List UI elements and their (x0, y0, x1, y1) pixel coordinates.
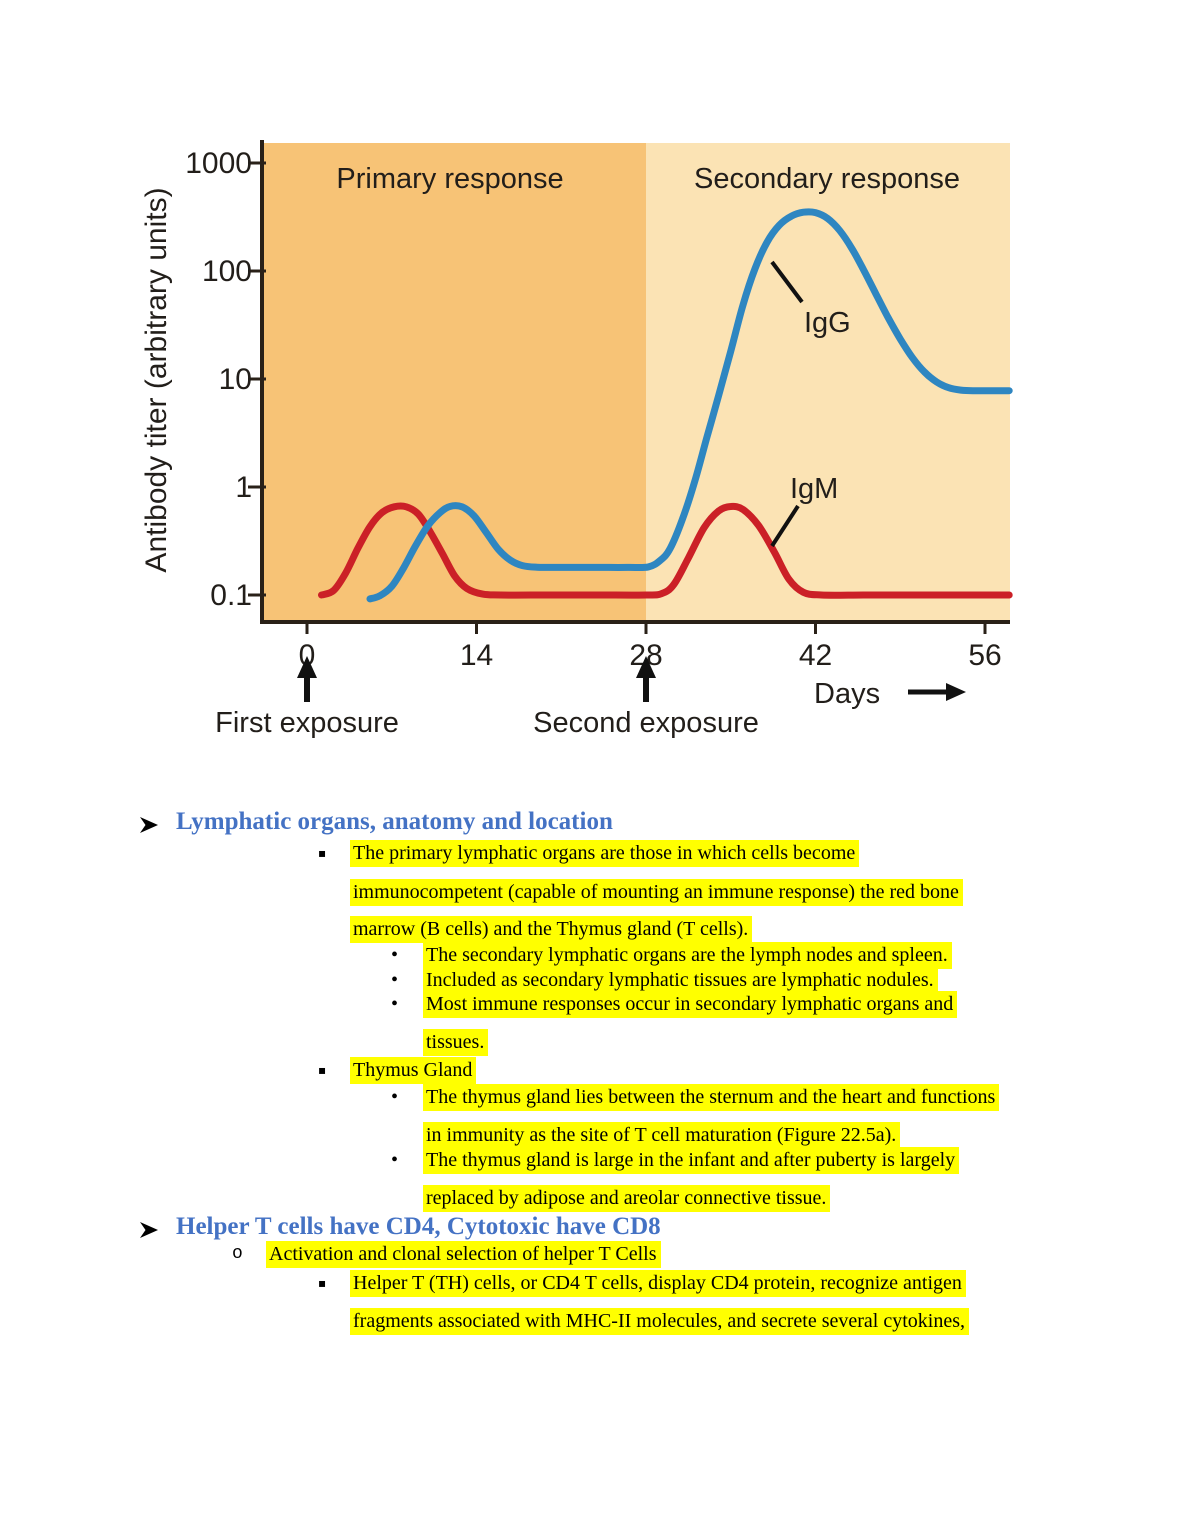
doc-line: • Included as secondary lymphatic tissue… (391, 967, 938, 994)
y-tick-label: 10 (219, 363, 252, 396)
y-tick-label: 100 (202, 255, 252, 288)
y-tick-label: 1000 (185, 147, 252, 180)
o-bullet-icon: o (232, 1244, 243, 1264)
doc-line: • The thymus gland is large in the infan… (391, 1147, 960, 1174)
square-bullet-icon: ▪ (318, 1063, 327, 1077)
days-axis-label: Days (814, 678, 966, 710)
primary-region (262, 143, 646, 622)
highlighted-text: in immunity as the site of T cell matura… (423, 1122, 901, 1149)
highlighted-text: tissues. (423, 1029, 489, 1056)
heading-text: Helper T cells have CD4, Cytotoxic have … (176, 1213, 661, 1240)
arrow-bullet-icon (139, 1217, 159, 1238)
doc-line: marrow (B cells) and the Thymus gland (T… (350, 916, 753, 943)
doc-line: • The secondary lymphatic organs are the… (391, 942, 952, 969)
secondary-region-label: Secondary response (694, 163, 960, 195)
section-heading-helper-t-cells: Helper T cells have CD4, Cytotoxic have … (140, 1211, 661, 1242)
highlighted-text: fragments associated with MHC-II molecul… (350, 1308, 970, 1335)
second-exposure-label: Second exposure (533, 707, 759, 739)
doc-line: in immunity as the site of T cell matura… (423, 1122, 901, 1149)
dot-bullet-icon: • (391, 1149, 399, 1171)
highlighted-text: The thymus gland is large in the infant … (423, 1147, 960, 1174)
second-exposure-marker: Second exposure (533, 656, 759, 739)
doc-line: ▪ The primary lymphatic organs are those… (318, 840, 860, 867)
heading-text: Lymphatic organs, anatomy and location (176, 808, 613, 835)
arrow-bullet-icon (139, 812, 159, 833)
igm-label: IgM (790, 473, 838, 505)
dot-bullet-icon: • (391, 969, 399, 991)
doc-line: • Most immune responses occur in seconda… (391, 991, 958, 1018)
igg-label: IgG (804, 307, 851, 339)
first-exposure-label: First exposure (215, 707, 399, 739)
primary-region-label: Primary response (336, 163, 563, 195)
highlighted-text: The secondary lymphatic organs are the l… (423, 942, 952, 969)
days-text: Days (814, 678, 880, 710)
highlighted-text: The thymus gland lies between the sternu… (423, 1084, 1000, 1111)
y-tick-label: 1 (235, 471, 252, 504)
doc-line: • The thymus gland lies between the ster… (391, 1084, 1000, 1111)
square-bullet-icon: ▪ (318, 846, 327, 860)
x-tick-label: 14 (460, 639, 493, 672)
igm-curve (318, 502, 1013, 599)
highlighted-text: immunocompetent (capable of mounting an … (350, 879, 963, 906)
doc-line: o Activation and clonal selection of hel… (232, 1241, 661, 1268)
highlighted-text: Activation and clonal selection of helpe… (266, 1241, 661, 1268)
doc-line: ▪ Thymus Gland (318, 1057, 477, 1084)
highlighted-text: Most immune responses occur in secondary… (423, 991, 958, 1018)
doc-line: tissues. (423, 1029, 489, 1056)
highlighted-text: marrow (B cells) and the Thymus gland (T… (350, 916, 753, 943)
first-exposure-marker: First exposure (215, 656, 399, 739)
highlighted-text: replaced by adipose and areolar connecti… (423, 1185, 831, 1212)
x-tick-label: 42 (799, 639, 832, 672)
igg-pointer-line (770, 260, 804, 304)
doc-line: immunocompetent (capable of mounting an … (350, 879, 963, 906)
y-tick-label: 0.1 (210, 579, 252, 612)
section-heading-lymphatic-organs: Lymphatic organs, anatomy and location (140, 806, 613, 837)
x-tick-label: 56 (968, 639, 1001, 672)
doc-line: replaced by adipose and areolar connecti… (423, 1185, 831, 1212)
highlighted-text: Thymus Gland (350, 1057, 477, 1084)
doc-line: fragments associated with MHC-II molecul… (350, 1308, 970, 1335)
immune-response-figure: Primary response Secondary response 1000… (140, 118, 1040, 783)
days-arrow-head (946, 683, 966, 701)
square-bullet-icon: ▪ (318, 1276, 327, 1290)
y-axis-title: Antibody titer (arbitrary units) (140, 187, 173, 572)
tick-marks (248, 161, 987, 634)
dot-bullet-icon: • (391, 1086, 399, 1108)
igg-curve (366, 208, 1013, 603)
highlighted-text: Helper T (TH) cells, or CD4 T cells, dis… (350, 1270, 966, 1297)
highlighted-text: The primary lymphatic organs are those i… (350, 840, 860, 867)
dot-bullet-icon: • (391, 944, 399, 966)
dot-bullet-icon: • (391, 993, 399, 1015)
doc-line: ▪ Helper T (TH) cells, or CD4 T cells, d… (318, 1270, 966, 1297)
x-tick-label: 0 (299, 639, 316, 672)
highlighted-text: Included as secondary lymphatic tissues … (423, 967, 938, 994)
igm-pointer-line (770, 504, 800, 548)
immune-response-chart: Primary response Secondary response 1000… (140, 140, 1013, 739)
